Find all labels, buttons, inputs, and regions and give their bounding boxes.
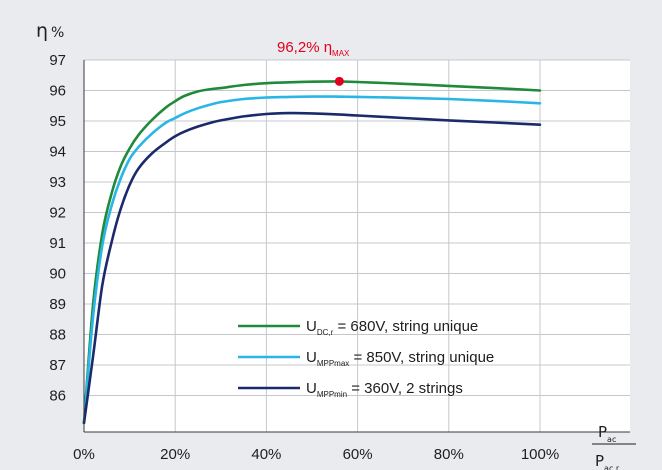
y-tick-label: 88 — [49, 327, 66, 344]
x-tick-label: 0% — [73, 446, 95, 463]
legend-label-2: UMPPmax = 850V, string unique — [306, 349, 494, 368]
x-tick-label: 60% — [343, 446, 373, 463]
grid — [84, 59, 630, 432]
y-tick-label: 92 — [49, 205, 66, 222]
x-axis-title-numerator: Pac — [598, 423, 616, 444]
y-tick-label: 86 — [49, 388, 66, 405]
legend-label-1: UDC,r = 680V, string unique — [306, 318, 478, 337]
y-tick-label: 95 — [49, 113, 66, 130]
y-tick-label: 93 — [49, 174, 66, 191]
x-tick-label: 80% — [434, 446, 464, 463]
y-tick-label: 91 — [49, 235, 66, 252]
axes: 97 96 95 94 93 92 91 90 89 88 87 86 0% 20% 40% 60% 80% 10… — [36, 20, 636, 470]
series-line-2 — [82, 95, 542, 425]
legend: UDC,r = 680V, string unique UMPPmax = 850… — [238, 318, 494, 399]
legend-label-3: UMPPmin = 360V, 2 strings — [306, 380, 463, 399]
y-tick-label: 87 — [49, 357, 66, 374]
y-tick-label: 89 — [49, 296, 66, 313]
max-marker — [334, 76, 344, 86]
max-annotation-label: 96,2% ηMAX — [277, 39, 350, 58]
series-line-1 — [82, 79, 542, 425]
y-tick-label: 96 — [49, 83, 66, 100]
max-annotation: 96,2% ηMAX — [277, 39, 350, 86]
y-axis-title: η% — [36, 20, 64, 42]
x-axis-title-denominator: Pac,r — [595, 452, 620, 470]
x-tick-label: 40% — [251, 446, 281, 463]
series-lines — [82, 79, 542, 425]
x-tick-label: 100% — [521, 446, 559, 463]
y-tick-label: 90 — [49, 266, 66, 283]
series-line-3 — [82, 111, 542, 425]
y-tick-label: 94 — [49, 144, 66, 161]
y-tick-label: 97 — [49, 52, 66, 69]
x-tick-label: 20% — [160, 446, 190, 463]
